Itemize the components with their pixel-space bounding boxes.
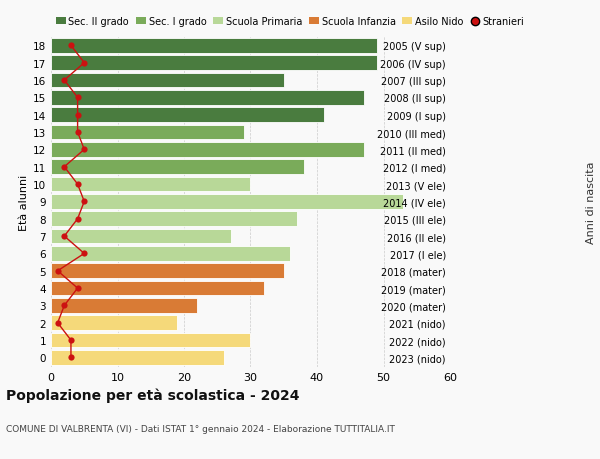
Point <box>73 95 82 102</box>
Point <box>59 77 69 84</box>
Point <box>53 319 62 327</box>
Bar <box>51 177 251 192</box>
Bar <box>51 91 364 106</box>
Point <box>73 216 82 223</box>
Point <box>79 198 89 206</box>
Point <box>53 268 62 275</box>
Bar <box>51 246 290 261</box>
Text: COMUNE DI VALBRENTA (VI) - Dati ISTAT 1° gennaio 2024 - Elaborazione TUTTITALIA.: COMUNE DI VALBRENTA (VI) - Dati ISTAT 1°… <box>6 425 395 434</box>
Text: Popolazione per età scolastica - 2024: Popolazione per età scolastica - 2024 <box>6 388 299 403</box>
Bar <box>51 229 230 244</box>
Point <box>73 129 82 136</box>
Y-axis label: Età alunni: Età alunni <box>19 174 29 230</box>
Bar <box>51 264 284 279</box>
Bar <box>51 333 251 348</box>
Bar <box>51 73 284 88</box>
Point <box>59 164 69 171</box>
Point <box>73 285 82 292</box>
Point <box>79 146 89 154</box>
Point <box>79 250 89 257</box>
Point <box>59 302 69 309</box>
Point <box>73 181 82 188</box>
Bar <box>51 108 323 123</box>
Bar <box>51 160 304 175</box>
Point <box>66 43 76 50</box>
Bar <box>51 298 197 313</box>
Point <box>79 60 89 67</box>
Bar <box>51 125 244 140</box>
Bar <box>51 350 224 365</box>
Legend: Sec. II grado, Sec. I grado, Scuola Primaria, Scuola Infanzia, Asilo Nido, Stran: Sec. II grado, Sec. I grado, Scuola Prim… <box>56 17 524 27</box>
Bar <box>51 195 403 209</box>
Bar <box>51 39 377 54</box>
Bar <box>51 316 178 330</box>
Point <box>66 337 76 344</box>
Point <box>73 112 82 119</box>
Point <box>59 233 69 240</box>
Bar <box>51 56 377 71</box>
Bar <box>51 143 364 157</box>
Bar <box>51 212 297 227</box>
Text: Anni di nascita: Anni di nascita <box>586 161 596 243</box>
Point <box>66 354 76 361</box>
Bar <box>51 281 264 296</box>
